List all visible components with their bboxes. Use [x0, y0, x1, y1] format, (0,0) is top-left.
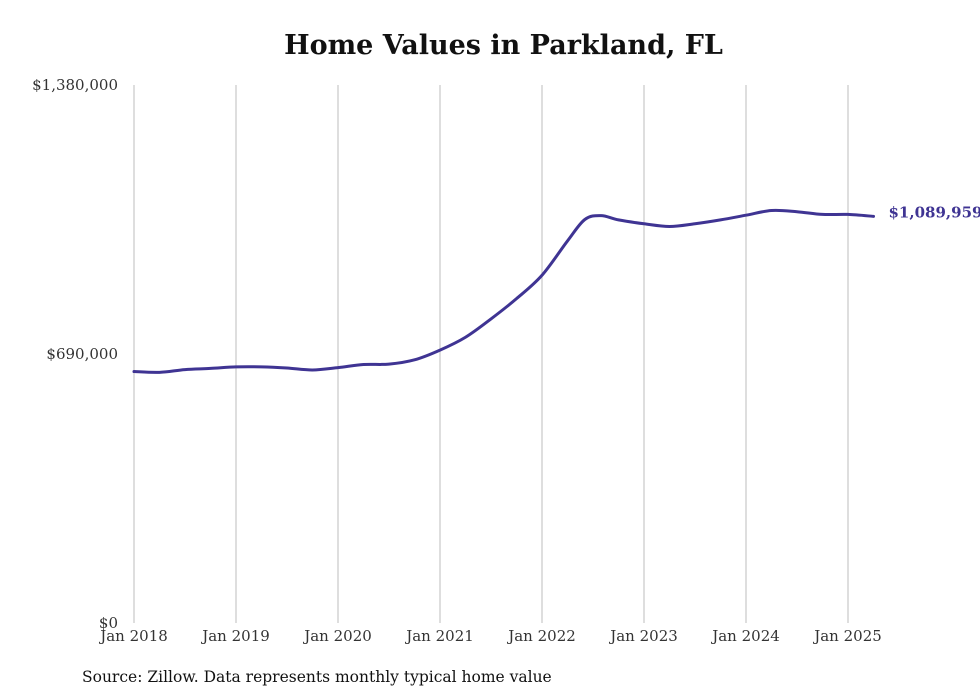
x-tick-label: Jan 2023: [608, 627, 678, 645]
y-axis-ticks: $0 $690,000 $1,380,000: [32, 76, 118, 632]
x-tick-label: Jan 2019: [200, 627, 270, 645]
chart-title: Home Values in Parkland, FL: [284, 30, 723, 61]
x-tick-label: Jan 2021: [404, 627, 474, 645]
series-lines: [132, 208, 875, 374]
y-tick-label: $690,000: [46, 345, 118, 363]
x-tick-label: Jan 2022: [506, 627, 576, 645]
y-tick-label: $1,380,000: [32, 76, 118, 94]
x-tick-label: Jan 2018: [98, 627, 168, 645]
source-note: Source: Zillow. Data represents monthly …: [82, 668, 552, 686]
x-tick-label: Jan 2024: [710, 627, 780, 645]
x-tick-label: Jan 2025: [812, 627, 882, 645]
end-labels: $1,089,959: [889, 203, 980, 221]
x-tick-label: Jan 2020: [302, 627, 372, 645]
grid-lines: [133, 85, 849, 623]
series-line: [132, 208, 875, 374]
end-value-label: $1,089,959: [889, 203, 980, 221]
y-tick-label: $0: [99, 614, 118, 632]
x-axis-ticks: Jan 2018 Jan 2019 Jan 2020 Jan 2021 Jan 2022…: [98, 627, 882, 645]
